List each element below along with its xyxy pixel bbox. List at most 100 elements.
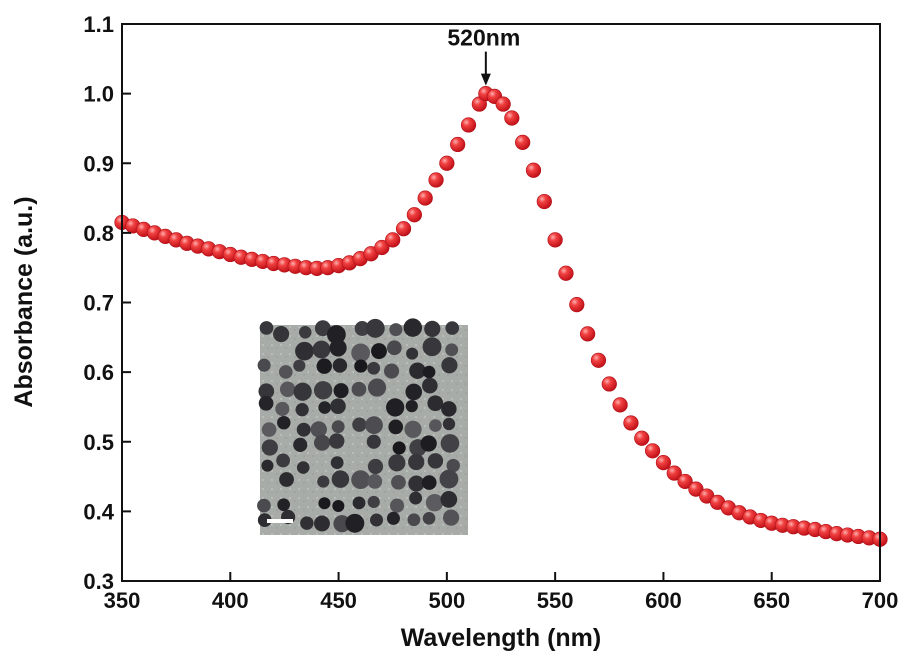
data-point [374, 239, 390, 256]
tem-particle [365, 416, 383, 435]
tem-particle [425, 493, 444, 512]
tem-particle [403, 318, 423, 337]
data-point [515, 134, 531, 150]
tem-particle [296, 422, 311, 437]
tem-particle [409, 362, 426, 379]
tem-particle [296, 461, 310, 474]
tem-particle [298, 325, 312, 339]
tem-particle [273, 325, 290, 343]
tem-particle [367, 378, 387, 397]
tem-particle [352, 417, 367, 432]
tem-particle [312, 340, 331, 359]
tem-particle [327, 325, 346, 344]
tem-particle [386, 511, 400, 525]
data-point [460, 117, 477, 133]
tem-particle [351, 381, 367, 397]
data-point [580, 326, 596, 342]
tem-particle [257, 498, 271, 513]
tem-particle [295, 403, 309, 417]
tem-particle [445, 343, 459, 357]
tem-particle [295, 341, 314, 361]
tem-particle [329, 433, 345, 449]
scale-bar [267, 519, 293, 523]
tem-particle [446, 458, 460, 473]
tem-particle [293, 359, 306, 372]
tem-particle [300, 516, 314, 530]
peak-arrow-head [480, 73, 491, 86]
tem-particle [330, 456, 344, 470]
tem-particle [442, 417, 456, 431]
tem-particle [441, 401, 457, 417]
data-point [439, 155, 455, 171]
tem-particle [259, 321, 274, 335]
tem-particle [392, 441, 406, 455]
tem-particle [405, 383, 423, 401]
tem-particle [367, 458, 384, 475]
tem-particle [333, 383, 349, 399]
tem-particle [330, 398, 346, 415]
tem-particle [277, 415, 291, 430]
tem-particle [314, 515, 330, 532]
data-point [428, 172, 444, 188]
y-tick-label: 0.6 [83, 360, 114, 385]
tem-particle [314, 320, 331, 337]
y-tick-label: 0.3 [83, 569, 114, 594]
x-axis: 350 400 450 500 550 600 650 700 [104, 572, 898, 613]
y-tick-label: 0.9 [83, 151, 114, 176]
tem-particle [365, 318, 385, 338]
tem-particle [371, 343, 387, 360]
data-point [688, 481, 704, 497]
data-point [504, 110, 520, 126]
y-axis-title: Absorbance (a.u.) [10, 196, 38, 407]
tem-particle [422, 337, 442, 357]
tem-particle [367, 474, 383, 489]
tem-particle [279, 472, 294, 487]
tem-particle [408, 453, 425, 471]
tem-particle [332, 358, 348, 373]
tem-particle [366, 434, 381, 449]
data-point [417, 190, 433, 206]
tem-particle [345, 513, 365, 533]
data-point [655, 455, 672, 471]
tem-particle [351, 470, 371, 490]
tem-inset-image [257, 318, 468, 535]
tem-particle [261, 422, 277, 437]
tem-particle [407, 513, 421, 527]
tem-particle [421, 475, 437, 490]
tem-particle [279, 381, 296, 398]
y-tick-label: 0.8 [83, 221, 114, 246]
tem-particle [310, 421, 327, 438]
tem-particle [445, 321, 460, 335]
data-point [547, 232, 563, 248]
tem-particle [277, 498, 290, 512]
data-point [601, 376, 617, 392]
tem-particle [388, 454, 406, 472]
tem-particle [404, 420, 422, 439]
x-tick-label: 650 [753, 588, 790, 613]
tem-particle [385, 398, 405, 417]
data-point [677, 473, 693, 490]
tem-particle [329, 339, 347, 357]
x-tick-label: 400 [212, 588, 249, 613]
tem-particle [422, 511, 436, 525]
data-point [406, 207, 422, 223]
y-tick-label: 0.5 [83, 430, 114, 455]
y-tick-label: 1.1 [83, 12, 114, 37]
tem-particle [257, 513, 272, 527]
tem-particle [441, 357, 458, 374]
tem-particle [420, 435, 437, 452]
tem-particle [318, 497, 331, 510]
tem-particle [442, 509, 460, 526]
tem-particle [261, 439, 278, 456]
peak-annotation-label: 520nm [447, 25, 520, 51]
tem-particle [370, 513, 384, 527]
tem-particle [367, 495, 380, 509]
tem-particle [275, 401, 290, 416]
tem-particle [354, 359, 368, 373]
tem-particle [314, 434, 331, 451]
tem-particle [427, 395, 444, 412]
y-axis: 0.3 0.4 0.5 0.6 0.7 0.8 0.9 1.0 1.1 [83, 12, 131, 594]
tem-particle [367, 361, 381, 375]
tem-particle [258, 395, 274, 411]
tem-particle [408, 475, 425, 492]
